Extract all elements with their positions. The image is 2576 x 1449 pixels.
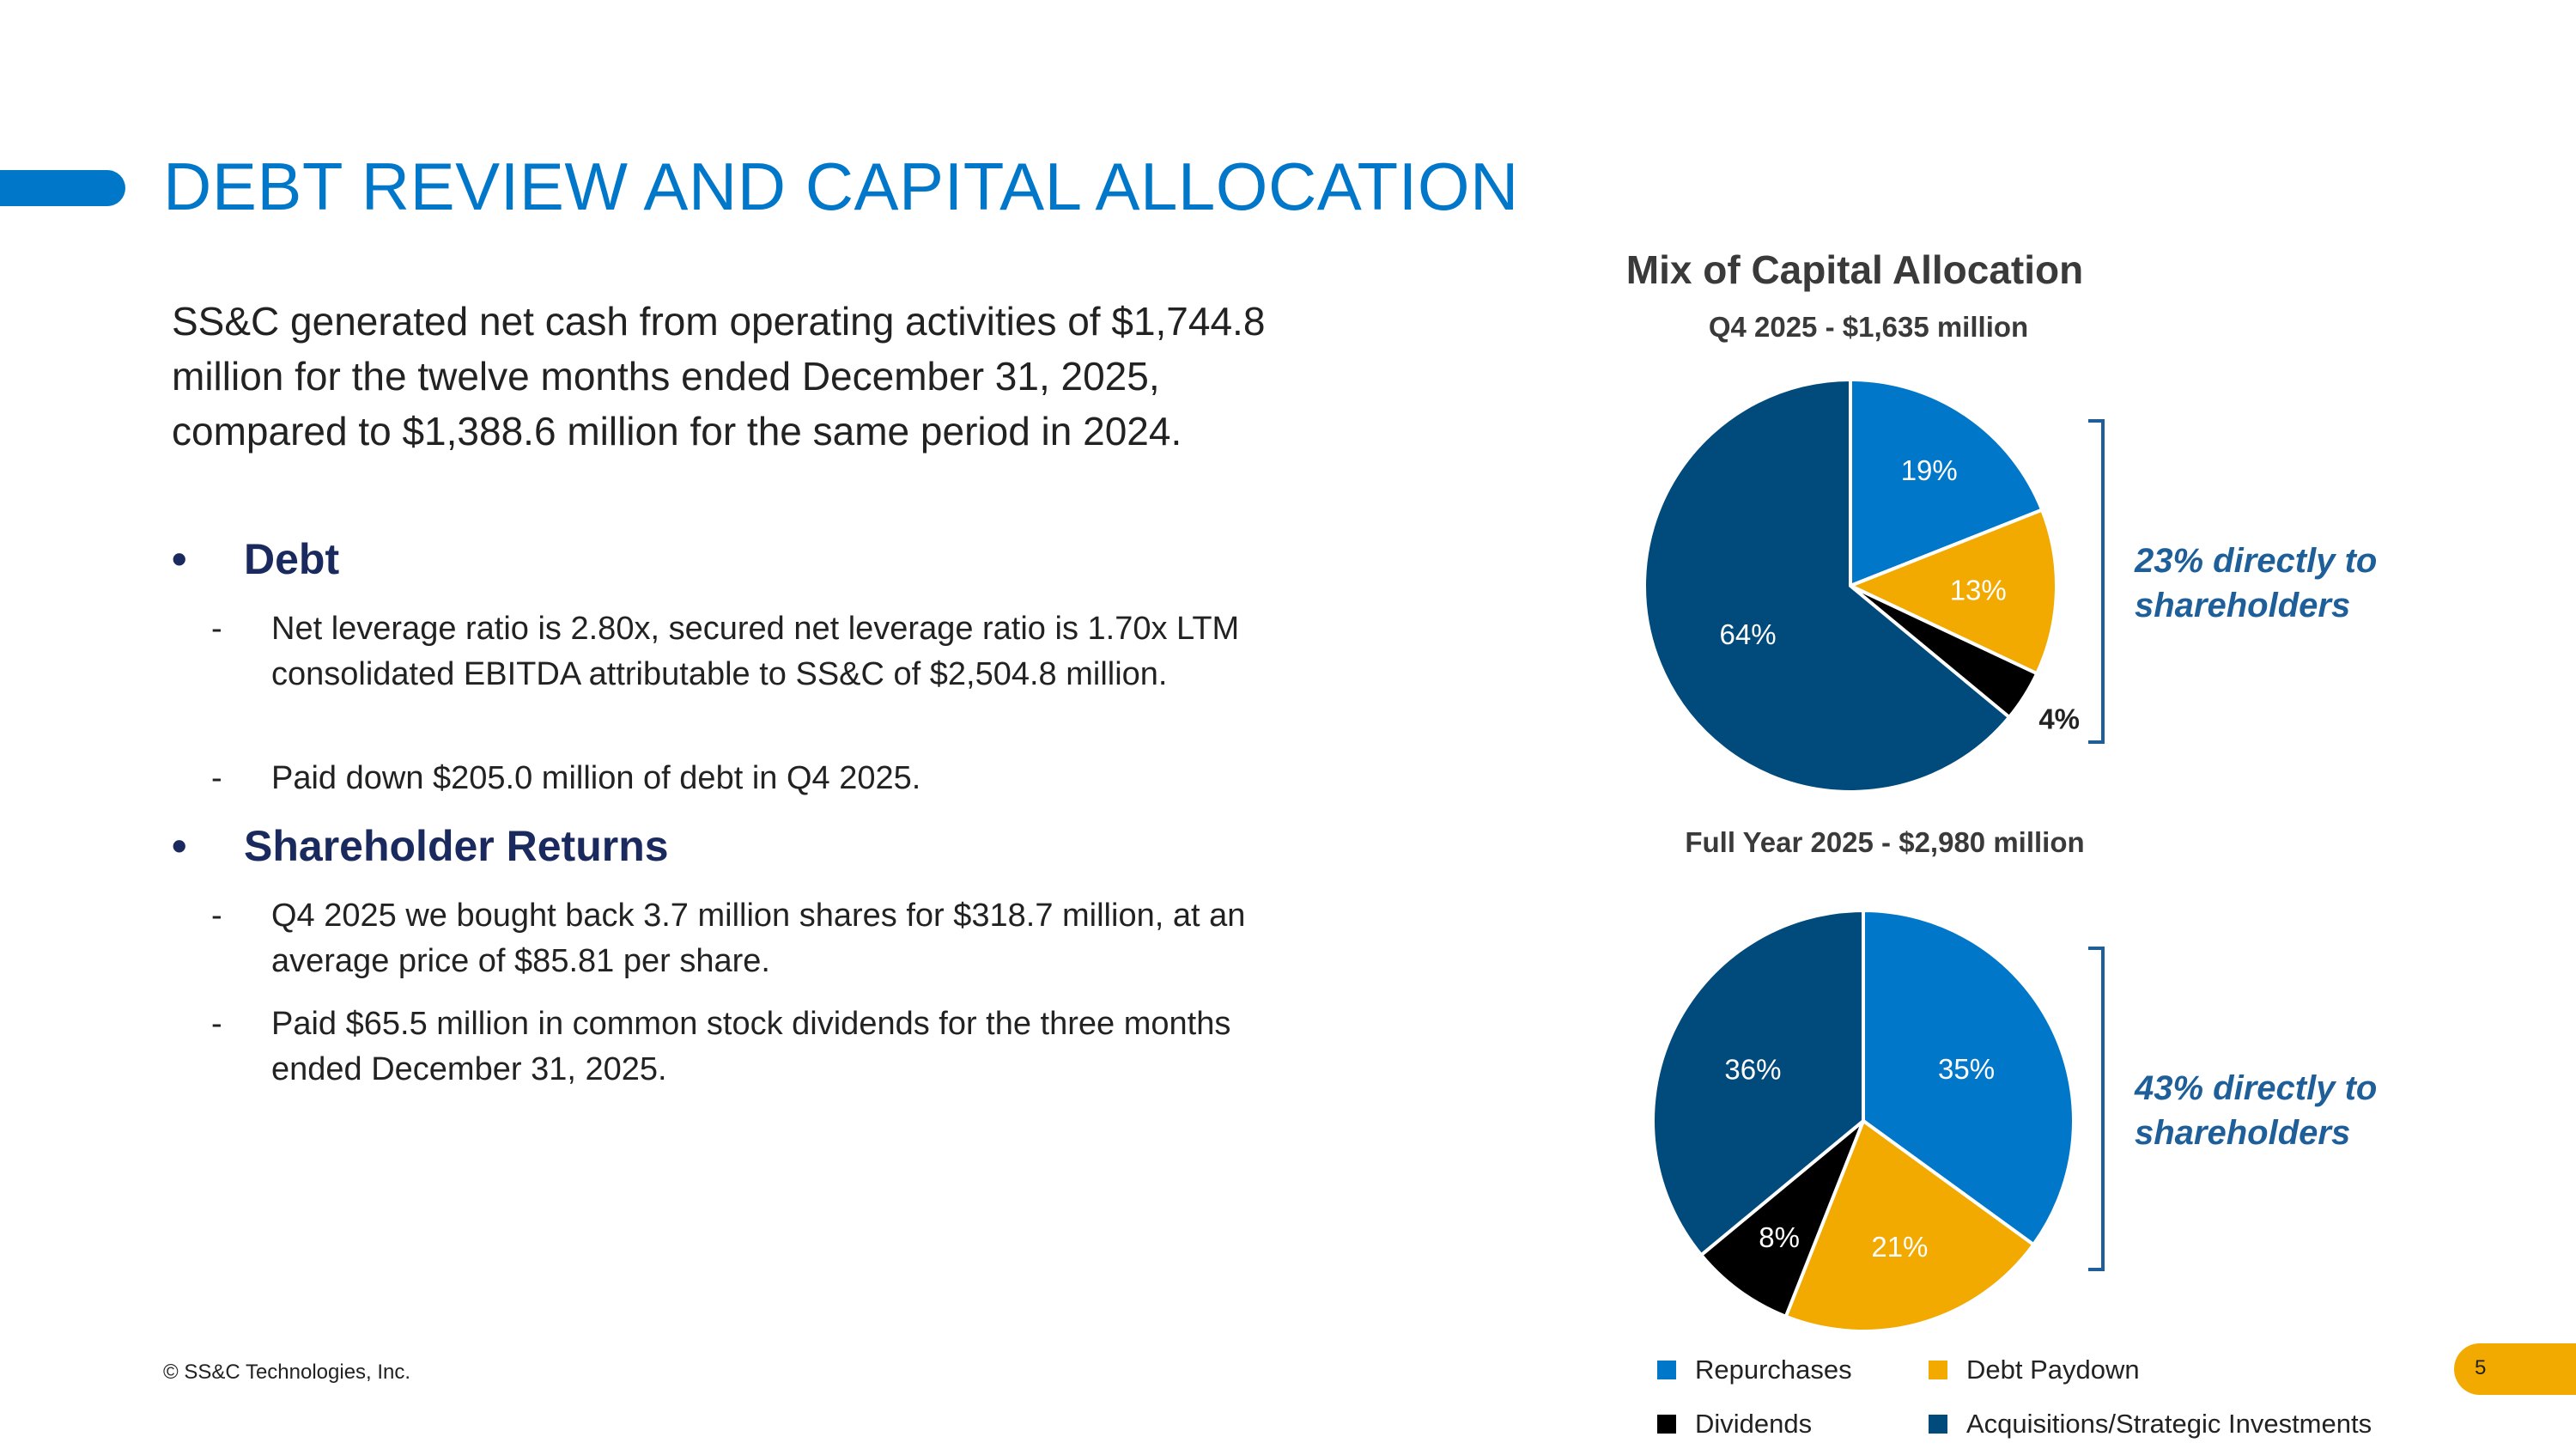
page-title: DEBT REVIEW AND CAPITAL ALLOCATION: [163, 149, 1519, 224]
bracket-q4: [2088, 419, 2105, 744]
list-item-text: Paid $65.5 million in common stock divid…: [271, 1006, 1231, 1087]
list-item-text: Q4 2025 we bought back 3.7 million share…: [271, 898, 1246, 979]
legend-swatch: [1657, 1415, 1676, 1434]
chart-subtitle-q4: Q4 2025 - $1,635 million: [1709, 311, 2028, 343]
pie-data-label: 8%: [1759, 1221, 1800, 1253]
legend-swatch: [1929, 1415, 1947, 1434]
legend-item-debt-paydown: Debt Paydown: [1929, 1355, 2140, 1385]
chart-title: Mix of Capital Allocation: [1626, 247, 2083, 292]
pie-slice-debt-paydown: [1783, 1117, 2037, 1333]
legend-item-acquisitions: Acquisitions/Strategic Investments: [1929, 1409, 2372, 1440]
title-accent-bar: [0, 170, 125, 206]
pie-data-label: 64%: [1720, 618, 1777, 650]
legend-label: Dividends: [1695, 1409, 1813, 1439]
bracket-full-year: [2088, 947, 2105, 1271]
dash-icon: -: [211, 760, 222, 796]
pie-q4-2025: 19% 13% 4% 64%: [1643, 377, 2080, 794]
dash-icon: -: [211, 1006, 222, 1042]
legend-swatch: [1657, 1361, 1676, 1379]
bracket-note-q4: 23% directly to shareholders: [2134, 542, 2386, 624]
legend-swatch: [1929, 1361, 1947, 1379]
pie-slice-dividends: [1698, 1119, 1865, 1319]
pie-slice-repurchases: [1862, 908, 2076, 1247]
list-item-text: Paid down $205.0 million of debt in Q4 2…: [271, 760, 921, 796]
pie-slice-repurchases: [1849, 377, 2044, 588]
pie-data-label: 13%: [1950, 575, 2007, 606]
pie-data-label: 19%: [1901, 454, 1958, 486]
legend-item-dividends: Dividends: [1657, 1409, 1812, 1440]
dash-icon: -: [211, 611, 222, 647]
section-heading-label: Shareholder Returns: [244, 822, 669, 870]
pie-data-label: 35%: [1938, 1053, 1995, 1085]
legend-label: Repurchases: [1695, 1355, 1852, 1385]
list-item-text: Net leverage ratio is 2.80x, secured net…: [271, 611, 1240, 692]
legend-item-repurchases: Repurchases: [1657, 1355, 1852, 1385]
dash-icon: -: [211, 898, 222, 934]
chart-subtitle-full-year: Full Year 2025 - $2,980 million: [1685, 826, 2084, 858]
pie-slice-acquisitions-strategic-investments: [1643, 377, 2012, 794]
legend-label: Acquisitions/Strategic Investments: [1966, 1409, 2372, 1439]
section-heading-label: Debt: [244, 535, 340, 583]
pie-data-label: 4%: [2038, 703, 2080, 734]
intro-paragraph: SS&C generated net cash from operating a…: [172, 299, 1266, 454]
pie-slice-acquisitions-strategic-investments: [1651, 908, 1865, 1257]
pie-data-label: 36%: [1724, 1053, 1781, 1085]
pie-slice-debt-paydown: [1845, 508, 2058, 676]
bullet-icon: •: [172, 822, 187, 870]
bullet-icon: •: [172, 535, 187, 583]
legend-label: Debt Paydown: [1966, 1355, 2140, 1385]
footer-copyright: © SS&C Technologies, Inc.: [163, 1361, 411, 1384]
pie-full-year-2025: 35% 21% 8% 36%: [1651, 908, 2076, 1333]
bracket-note-full-year: 43% directly to shareholders: [2134, 1069, 2386, 1152]
page-number: 5: [2475, 1356, 2487, 1379]
page-number-badge: 5: [2454, 1343, 2576, 1395]
pie-data-label: 21%: [1871, 1231, 1928, 1263]
